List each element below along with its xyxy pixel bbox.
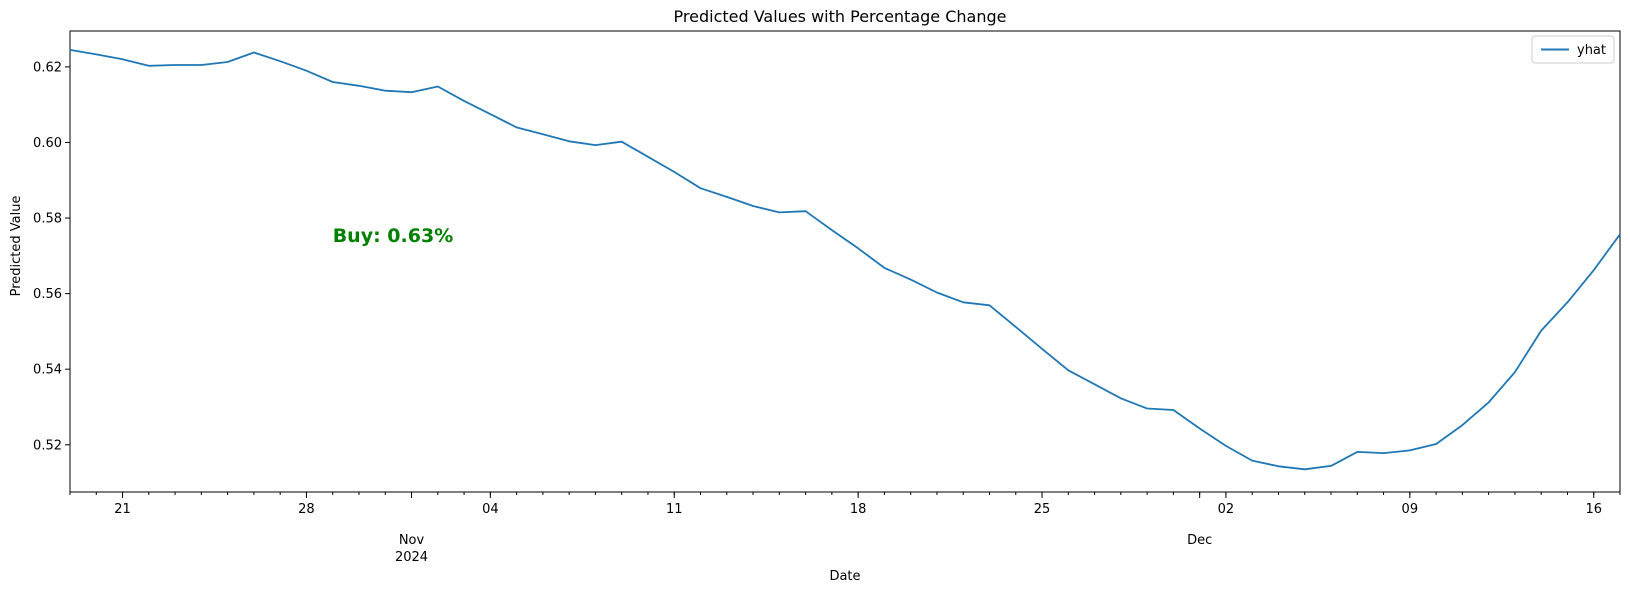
- chart-title: Predicted Values with Percentage Change: [674, 7, 1007, 26]
- x-month-label: Dec: [1187, 533, 1212, 548]
- plot-area: [69, 30, 1621, 493]
- buy-annotation: Buy: 0.63%: [333, 225, 454, 247]
- y-tick-label: 0.58: [33, 212, 62, 227]
- series-layer: [69, 49, 1621, 471]
- y-axis: 0.52 0.54 0.56 0.58 0.60 0.62: [33, 60, 70, 453]
- x-tick-label: 04: [482, 502, 499, 517]
- y-tick-label: 0.62: [33, 60, 62, 75]
- x-tick-label: 25: [1034, 502, 1051, 517]
- x-tick-label: 21: [114, 502, 131, 517]
- x-tick-label: 28: [298, 502, 315, 517]
- y-axis-title: Predicted Value: [9, 196, 24, 297]
- x-tick-label: 16: [1585, 502, 1602, 517]
- legend-box: [1531, 35, 1615, 64]
- x-tick-label: 11: [666, 502, 683, 517]
- plot-frame: [69, 30, 1621, 493]
- y-tick-label: 0.56: [33, 287, 62, 302]
- x-year-label: 2024: [395, 550, 428, 565]
- legend-label-yhat: yhat: [1577, 43, 1606, 58]
- x-tick-label: 18: [850, 502, 867, 517]
- y-tick-label: 0.54: [33, 363, 62, 378]
- y-tick-label: 0.60: [33, 136, 62, 151]
- x-tick-label: 02: [1218, 502, 1235, 517]
- legend: yhat: [1531, 35, 1615, 64]
- x-tick-label: 09: [1402, 502, 1419, 517]
- y-tick-label: 0.52: [33, 438, 62, 453]
- x-axis-title: Date: [829, 569, 860, 584]
- x-axis: 21 28 04 11 18 25 02 09 16 Nov 2024 Dec: [69, 492, 1621, 565]
- x-month-label: Nov: [399, 533, 425, 548]
- series-line-yhat: [69, 49, 1621, 471]
